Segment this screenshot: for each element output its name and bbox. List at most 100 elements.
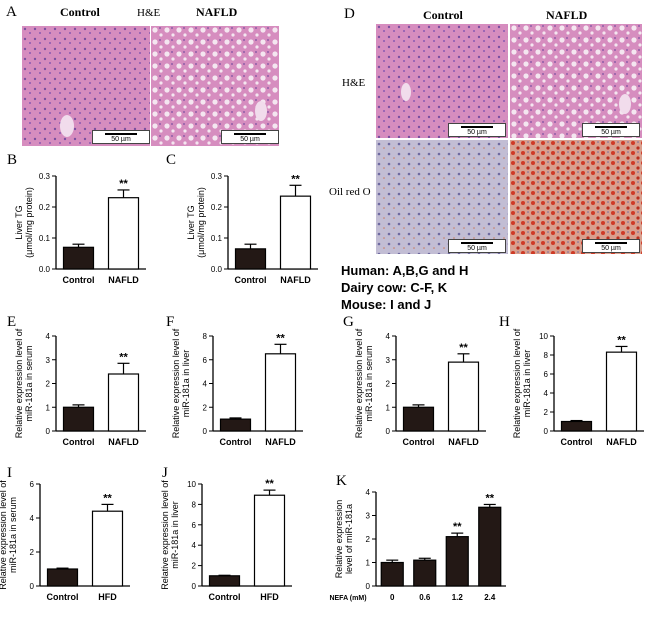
x-tick-label: 0.6 [419, 593, 431, 602]
chart-c: C 0.0 0.1 0.2 0.3 Liver TG (μmol/mg protein) Co… [166, 152, 318, 285]
significance-mark: ** [119, 178, 128, 190]
scale-bar: 50 µm [582, 123, 640, 137]
y-tick-label: 4 [46, 332, 51, 341]
significance-mark: ** [119, 351, 128, 363]
micrograph-a-control: 50 µm [22, 26, 150, 146]
y-tick-label: 4 [366, 488, 371, 497]
x-tick-label: NAFLD [265, 437, 296, 447]
y-tick-label: 2 [366, 535, 371, 544]
x-tick-label: NAFLD [108, 275, 139, 285]
bar [445, 536, 469, 587]
y-tick-label: 6 [192, 521, 197, 530]
y-axis-label-line2: (μmol/mg protein) [196, 187, 206, 258]
y-tick-label: 0.1 [39, 234, 51, 243]
panel-label-a: A [6, 4, 17, 20]
x-tick-label: NAFLD [606, 437, 637, 447]
y-axis-label: Relative expression level of [14, 328, 24, 438]
y-tick-label: 2 [46, 380, 51, 389]
x-tick-label: 2.4 [484, 593, 496, 602]
chart-f: F 0 2 4 6 8 Relative expression level of miR-18… [166, 314, 303, 447]
y-tick-label: 0.1 [211, 234, 223, 243]
y-axis-label-line2: miR-181a in liver [522, 350, 532, 418]
bar [560, 420, 593, 432]
y-axis-label-line2: miR-181a in serum [8, 497, 18, 573]
significance-mark: ** [103, 492, 112, 504]
micrograph-a-nafld: 50 µm [151, 26, 279, 146]
y-tick-label: 3 [46, 356, 51, 365]
chart-j: J 0 2 4 6 8 10 Relative expression level of miR-… [160, 465, 292, 602]
y-axis-label: Liver TG [186, 205, 196, 239]
y-tick-label: 0 [30, 582, 35, 591]
y-axis-label: Relative expression level of [354, 328, 364, 438]
x-tick-label: NAFLD [280, 275, 311, 285]
y-tick-label: 6 [544, 370, 549, 379]
y-tick-label: 8 [203, 332, 208, 341]
chart-i: I 0 2 4 6 Relative expression level ofmiR-181… [0, 465, 130, 602]
y-tick-label: 4 [30, 514, 35, 523]
y-tick-label: 0.3 [211, 172, 223, 181]
panel-label: H [499, 314, 510, 330]
y-tick-label: 8 [192, 500, 197, 509]
bar [107, 197, 140, 270]
y-tick-label: 0 [192, 582, 197, 591]
y-tick-label: 6 [203, 356, 208, 365]
legend-line-human: Human: A,B,G and H [341, 263, 469, 278]
panel-label: C [166, 152, 176, 168]
scale-bar: 50 µm [448, 123, 506, 137]
bar [413, 559, 437, 587]
header-he-a: H&E [137, 7, 161, 19]
scale-bar: 50 µm [448, 239, 506, 253]
y-axis-label-line2: miR-181a in liver [181, 350, 191, 418]
y-axis-label: Relative expression level of [512, 328, 522, 438]
panel-label: E [7, 314, 16, 330]
y-tick-label: 3 [366, 512, 371, 521]
panel-label: F [166, 314, 174, 330]
scale-bar: 50 µm [221, 130, 279, 144]
y-tick-label: 2 [30, 548, 35, 557]
y-tick-label: 0.0 [39, 265, 51, 274]
x-tick-label: NAFLD [448, 437, 479, 447]
chart-k: K 0 1 2 3 4 Relative expression level of miR-18… [329, 473, 506, 602]
x-tick-label: 0 [390, 593, 395, 602]
species-legend: Human: A,B,G and H Dairy cow: C-F, K Mou… [341, 262, 468, 313]
bar [107, 373, 140, 432]
y-tick-label: 0.2 [211, 203, 223, 212]
bar [62, 246, 95, 270]
micrograph-d-oil-control: 50 µm [376, 140, 508, 254]
y-axis-label-line2: miR-181a in serum [24, 345, 34, 421]
x-tick-label: HFD [260, 592, 279, 602]
micrograph-d-he-nafld: 50 µm [510, 24, 642, 138]
bar [447, 361, 480, 432]
x-tick-label: HFD [98, 592, 117, 602]
y-tick-label: 1 [46, 403, 51, 412]
bar [62, 406, 95, 432]
significance-mark: ** [276, 332, 285, 344]
x-axis-prefix: NEFA (mM) [329, 595, 366, 602]
y-tick-label: 6 [30, 480, 35, 489]
y-tick-label: 4 [203, 380, 208, 389]
legend-line-dairy-cow: Dairy cow: C-F, K [341, 280, 448, 295]
panel-label: G [343, 314, 354, 330]
chart-h: H 0 2 4 6 8 10 Relative expression level of miR-… [499, 314, 644, 447]
y-tick-label: 3 [386, 356, 391, 365]
bar [91, 510, 124, 587]
y-axis-label: Liver TG [14, 205, 24, 239]
bar [605, 351, 638, 432]
header-control-a: Control [60, 5, 100, 19]
y-tick-label: 2 [203, 403, 208, 412]
bar [234, 248, 267, 270]
panel-label: B [7, 152, 17, 168]
legend-line-mouse: Mouse: I and J [341, 297, 432, 312]
panel-label-d: D [344, 6, 355, 22]
bar [208, 575, 241, 587]
x-tick-label: Control [235, 275, 267, 285]
y-tick-label: 1 [386, 403, 391, 412]
bar [253, 494, 286, 587]
bar [478, 506, 502, 587]
bar [402, 406, 435, 432]
y-tick-label: 4 [544, 389, 549, 398]
x-tick-label: Control [403, 437, 435, 447]
x-tick-label: Control [63, 275, 95, 285]
significance-mark: ** [459, 342, 468, 354]
chart-e: E 0 1 2 3 4 Relative expression level of miR-18… [7, 314, 146, 447]
